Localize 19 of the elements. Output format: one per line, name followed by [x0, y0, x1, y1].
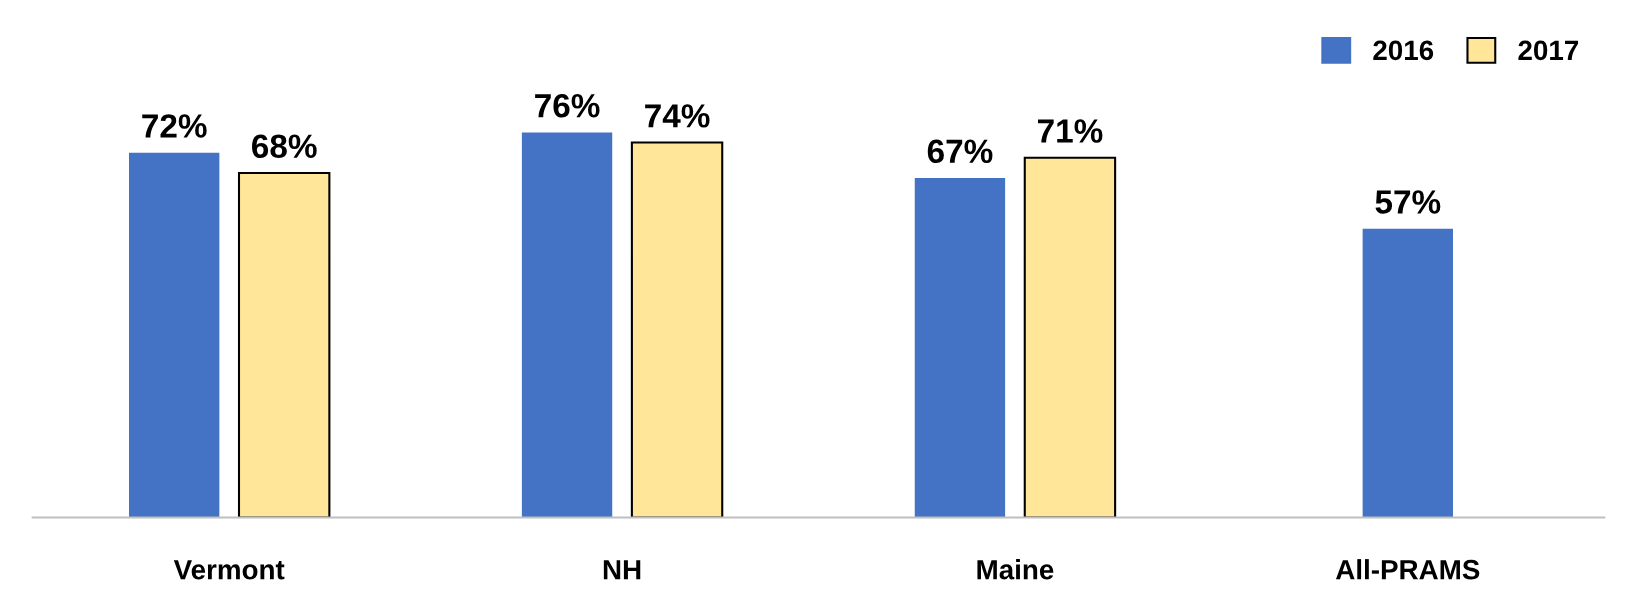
bar: [1023, 156, 1117, 518]
bar: [521, 132, 613, 518]
x-tick-label: NH: [603, 560, 641, 580]
bar: [237, 171, 331, 518]
legend-label: 2017: [1518, 40, 1579, 61]
x-tick-label: Maine: [977, 559, 1054, 580]
legend-label: 2016: [1373, 40, 1434, 61]
data-label: 72%: [142, 114, 207, 138]
data-label: 68%: [252, 134, 317, 159]
bar: [914, 178, 1006, 518]
data-label: 67%: [927, 139, 993, 164]
data-label: 71%: [1038, 119, 1103, 143]
x-tick-label: All-PRAMS: [1335, 559, 1480, 580]
data-label: 76%: [535, 93, 600, 118]
x-tick-label: Vermont: [173, 560, 285, 580]
data-label: 57%: [1375, 190, 1441, 214]
bar: [630, 141, 724, 518]
bar: [129, 152, 220, 518]
data-label: 74%: [645, 104, 710, 128]
